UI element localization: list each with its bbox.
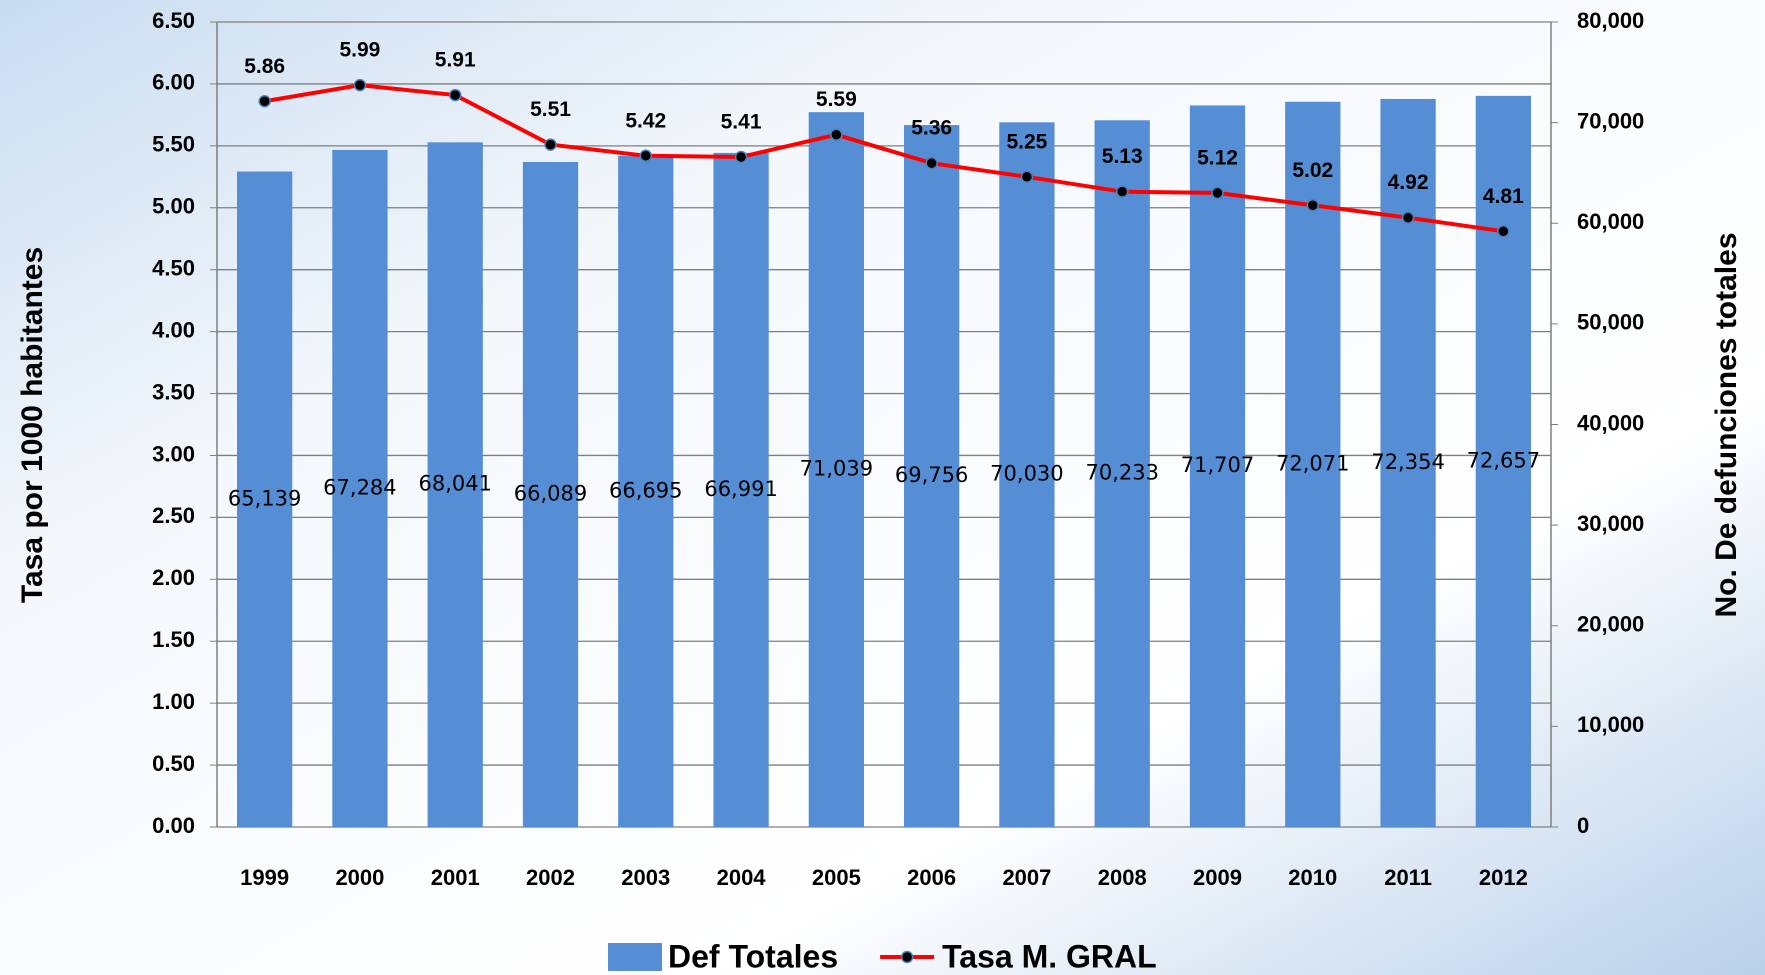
y-tick-label: 3.00 — [152, 441, 195, 466]
line-value-label: 5.25 — [1006, 130, 1047, 153]
marker — [1307, 200, 1318, 211]
x-tick-label: 2005 — [812, 865, 861, 890]
y2-tick-label: 10,000 — [1577, 712, 1644, 737]
line-value-label: 5.51 — [530, 98, 571, 121]
x-tick-label: 2002 — [526, 865, 575, 890]
x-tick-label: 2010 — [1288, 865, 1337, 890]
y2-tick-label: 70,000 — [1577, 108, 1644, 133]
legend-swatch — [608, 943, 662, 971]
y2-tick-label: 40,000 — [1577, 410, 1644, 435]
line-value-label: 4.81 — [1483, 185, 1524, 208]
y-tick-label: 6.50 — [152, 8, 195, 33]
marker — [640, 150, 651, 161]
marker — [354, 80, 365, 91]
marker — [259, 96, 270, 107]
line-value-label: 5.36 — [911, 117, 952, 140]
bar-value-label: 72,071 — [1276, 451, 1349, 475]
marker — [450, 90, 461, 101]
line-value-label: 5.59 — [816, 88, 857, 111]
line-value-label: 5.86 — [244, 55, 285, 78]
bar-value-label: 66,991 — [704, 477, 777, 501]
y-tick-label: 0.00 — [152, 813, 195, 838]
line-value-label: 4.92 — [1388, 171, 1429, 194]
y-tick-label: 6.00 — [152, 70, 195, 95]
y-tick-label: 5.00 — [152, 194, 195, 219]
x-tick-label: 2001 — [431, 865, 480, 890]
chart: Tasa por 1000 habitantes No. De defuncio… — [0, 0, 1765, 975]
marker — [926, 158, 937, 169]
marker — [736, 151, 747, 162]
y2-tick-label: 0 — [1577, 813, 1589, 838]
y2-tick-label: 80,000 — [1577, 8, 1644, 33]
x-tick-label: 2000 — [335, 865, 384, 890]
y-axis-title: Tasa por 1000 habitantes — [16, 247, 49, 603]
x-tick-label: 2011 — [1384, 865, 1432, 890]
line-value-label: 5.42 — [625, 109, 666, 132]
y-tick-label: 0.50 — [152, 751, 195, 776]
bar-value-label: 69,756 — [895, 463, 968, 487]
line-value-label: 5.99 — [339, 39, 380, 62]
line-value-label: 5.41 — [721, 111, 762, 134]
bar-value-label: 66,089 — [514, 481, 587, 505]
bar-value-label: 72,657 — [1467, 448, 1540, 472]
y2-tick-label: 60,000 — [1577, 209, 1644, 234]
legend-label: Tasa M. GRAL — [942, 938, 1157, 974]
y-tick-label: 2.50 — [152, 503, 195, 528]
marker — [1498, 226, 1509, 237]
marker — [1403, 212, 1414, 223]
marker — [1021, 171, 1032, 182]
y-tick-label: 1.00 — [152, 689, 195, 714]
x-tick-label: 2012 — [1479, 865, 1528, 890]
line-value-label: 5.91 — [435, 49, 476, 72]
x-tick-label: 2008 — [1098, 865, 1147, 890]
x-tick-label: 2006 — [907, 865, 956, 890]
y-tick-label: 5.50 — [152, 132, 195, 157]
x-tick-label: 2003 — [621, 865, 670, 890]
marker — [1117, 186, 1128, 197]
y2-tick-label: 50,000 — [1577, 310, 1644, 335]
bar-value-label: 70,030 — [990, 462, 1063, 486]
line-value-label: 5.12 — [1197, 146, 1238, 169]
y-tick-label: 2.00 — [152, 565, 195, 590]
legend-label: Def Totales — [668, 938, 838, 974]
x-tick-label: 1999 — [240, 865, 289, 890]
bar-value-label: 71,039 — [800, 457, 873, 481]
marker — [545, 139, 556, 150]
y2-tick-label: 20,000 — [1577, 612, 1644, 637]
bar-value-label: 68,041 — [418, 472, 491, 496]
y-tick-label: 3.50 — [152, 379, 195, 404]
y-tick-label: 1.50 — [152, 627, 195, 652]
bar-value-label: 70,233 — [1085, 461, 1158, 485]
legend-marker — [902, 952, 913, 963]
marker — [831, 129, 842, 140]
marker — [1212, 187, 1223, 198]
bar-value-label: 71,707 — [1181, 453, 1254, 477]
x-tick-label: 2007 — [1002, 865, 1051, 890]
line-value-label: 5.13 — [1102, 145, 1143, 168]
x-tick-label: 2004 — [717, 865, 767, 890]
bar-value-label: 66,695 — [609, 478, 682, 502]
bar-value-label: 72,354 — [1371, 450, 1444, 474]
bar-value-label: 65,139 — [228, 486, 301, 510]
y2-axis-title: No. De defunciones totales — [1710, 232, 1743, 617]
line-value-label: 5.02 — [1292, 159, 1333, 182]
y2-tick-label: 30,000 — [1577, 511, 1644, 536]
y-tick-label: 4.00 — [152, 317, 195, 342]
bar-value-label: 67,284 — [323, 475, 396, 499]
y-tick-label: 4.50 — [152, 256, 195, 281]
x-tick-label: 2009 — [1193, 865, 1242, 890]
